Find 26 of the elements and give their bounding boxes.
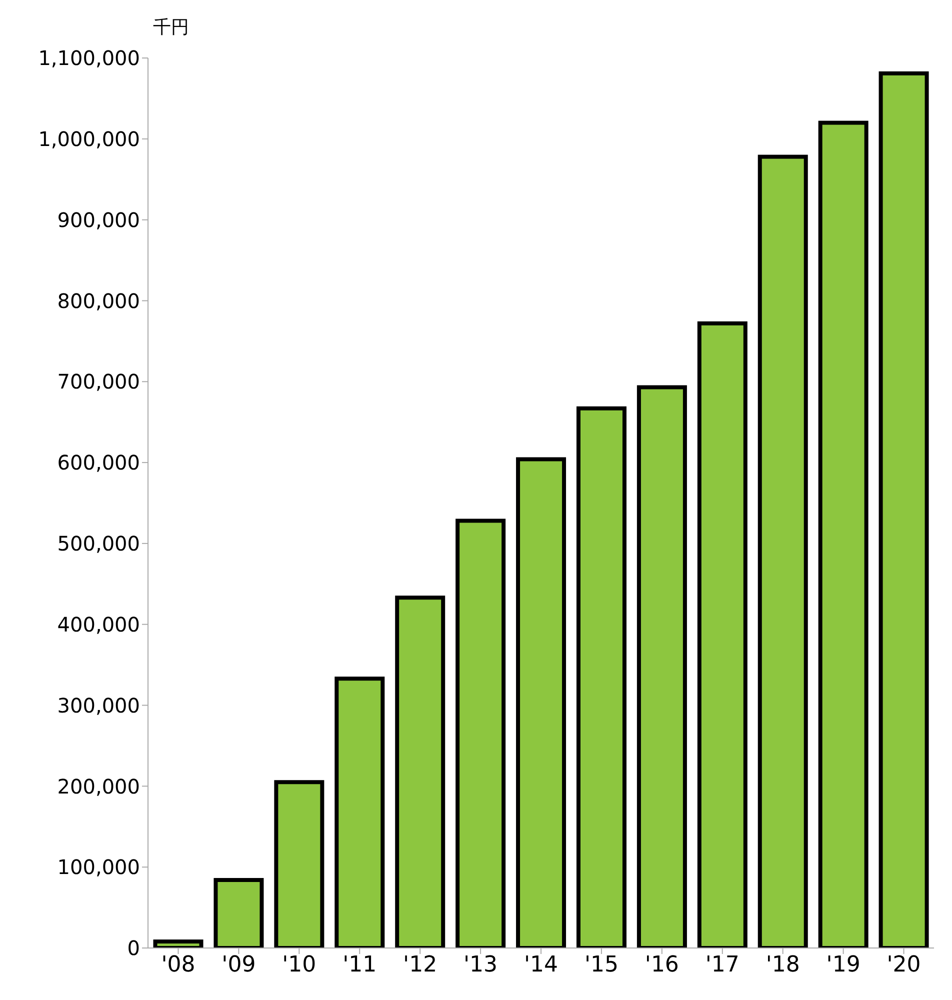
x-tick-label: '13 <box>464 952 498 978</box>
x-tick-label: '08 <box>161 952 196 978</box>
x-tick-label: '18 <box>766 952 800 978</box>
x-tick-label: '17 <box>705 952 740 978</box>
y-tick-label: 1,100,000 <box>38 46 140 70</box>
x-tick-label: '20 <box>886 952 921 978</box>
x-tick-label: '16 <box>644 952 679 978</box>
x-tick-label: '12 <box>403 952 438 978</box>
y-tick-label: 300,000 <box>57 693 140 718</box>
x-tick-label: '10 <box>282 952 316 978</box>
y-axis-title: 千円 <box>152 16 190 40</box>
y-tick-label: 800,000 <box>57 288 140 313</box>
y-tick-label: 900,000 <box>57 208 140 232</box>
y-tick-label: 400,000 <box>57 612 140 636</box>
y-tick-label: 600,000 <box>57 450 140 475</box>
y-tick-label: 100,000 <box>57 855 140 880</box>
y-tick-label: 1,000,000 <box>38 127 140 152</box>
y-tick-label: 200,000 <box>57 774 140 798</box>
x-tick-label: '14 <box>524 952 558 978</box>
x-tick-label: '15 <box>584 952 618 978</box>
y-tick-label: 500,000 <box>57 532 140 556</box>
x-tick-label: '19 <box>826 952 860 978</box>
y-tick-label: 0 <box>127 936 140 960</box>
y-tick-label: 700,000 <box>57 370 140 394</box>
x-tick-label: '09 <box>222 952 256 978</box>
x-tick-label: '11 <box>342 952 377 978</box>
